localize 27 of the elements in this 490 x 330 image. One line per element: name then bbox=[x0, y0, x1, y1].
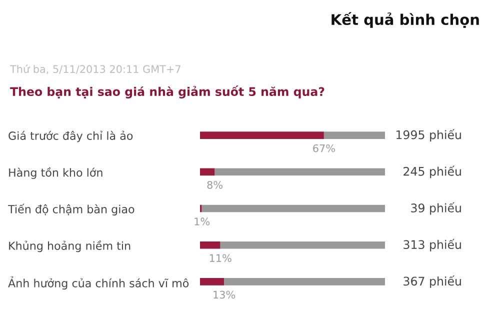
y-tick-label: Giá trước đây chỉ là ảo bbox=[8, 130, 133, 142]
bar bbox=[214, 168, 385, 176]
bar bbox=[200, 278, 224, 286]
chart-subtitle: Theo bạn tại sao giá nhà giảm suốt 5 năm qua? bbox=[10, 86, 324, 98]
text: 367 phiếu bbox=[404, 275, 461, 288]
text: 313 phiếu bbox=[404, 238, 461, 252]
y-tick-label: Tiến độ chậm bàn giao bbox=[8, 204, 134, 216]
text: 39 phiếu bbox=[411, 202, 461, 215]
bar bbox=[224, 278, 385, 286]
data-label: 8% bbox=[207, 180, 222, 189]
text: Thứ ba, 5/11/2013 20:11 GMT+7 bbox=[10, 64, 180, 74]
data-label: 13% bbox=[214, 290, 236, 299]
data-label: 67% bbox=[313, 144, 335, 152]
data-label: 1% bbox=[194, 218, 210, 226]
chart-title: Kết quả bình chọn bbox=[332, 12, 479, 28]
bar bbox=[200, 241, 220, 249]
bar bbox=[200, 168, 215, 176]
y-tick-label: Ảnh hưởng của chính sách vĩ mô bbox=[8, 276, 189, 290]
bar bbox=[200, 132, 324, 139]
text: 245 phiếu bbox=[404, 166, 461, 178]
y-tick-label: Hàng tồn kho lớn bbox=[9, 167, 102, 179]
bar bbox=[220, 241, 385, 249]
text: 1995 phiếu bbox=[396, 129, 461, 142]
bar bbox=[324, 132, 385, 139]
bar bbox=[202, 204, 385, 212]
data-label: 11% bbox=[210, 254, 232, 262]
y-tick-label: Khủng hoảng niềm tin bbox=[9, 240, 130, 252]
